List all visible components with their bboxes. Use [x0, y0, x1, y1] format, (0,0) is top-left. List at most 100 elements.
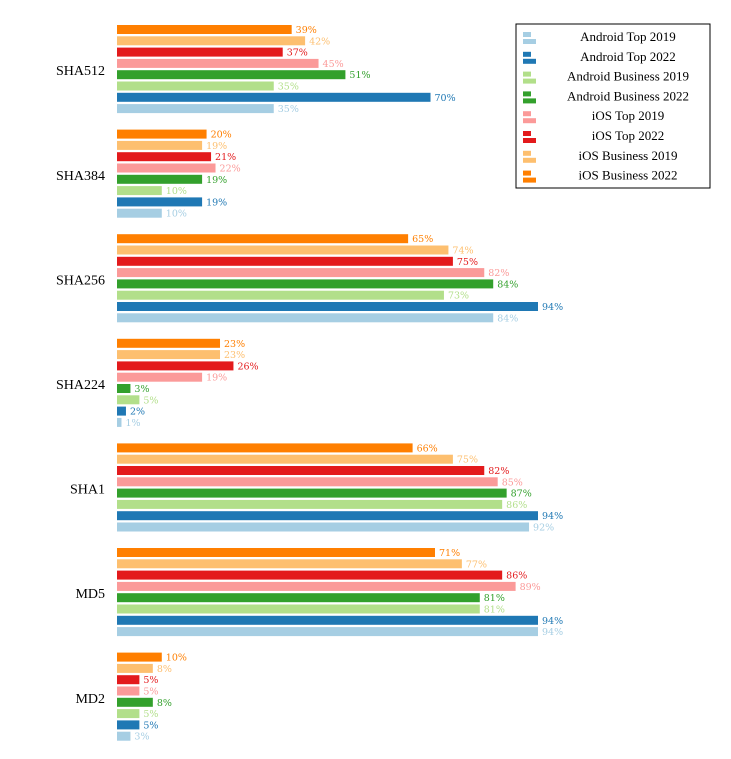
value-label-md2-ios-top-2022: 5%: [143, 675, 158, 686]
value-label-md2-android-top-2022: 5%: [143, 720, 158, 731]
value-label-sha384-android-top-2019: 10%: [166, 209, 187, 220]
value-label-sha512-ios-business-2022: 39%: [296, 25, 317, 36]
bar-md5-android-top-2019: [117, 627, 538, 637]
value-label-sha384-android-business-2019: 10%: [166, 186, 187, 197]
legend-swatch-ios-business-2019: [523, 157, 536, 163]
bar-sha256-android-business-2019: [117, 290, 444, 300]
category-label-sha384: SHA384: [56, 169, 105, 184]
bar-sha384-android-top-2019: [117, 208, 162, 218]
value-label-sha512-ios-top-2022: 37%: [287, 48, 308, 59]
value-label-sha1-ios-business-2019: 75%: [457, 455, 478, 466]
legend-swatch-ios-business-2022-small: [523, 170, 531, 176]
bar-sha224-android-business-2019: [117, 395, 140, 405]
value-label-sha256-ios-business-2019: 74%: [452, 246, 473, 257]
bar-sha512-android-top-2019: [117, 104, 274, 114]
bar-sha256-ios-business-2019: [117, 245, 449, 255]
legend-swatch-ios-top-2022-small: [523, 131, 531, 136]
value-label-md5-android-business-2019: 81%: [484, 605, 505, 616]
category-label-sha512: SHA512: [56, 64, 105, 79]
legend-swatch-ios-top-2022: [523, 138, 536, 143]
bar-sha384-ios-top-2019: [117, 163, 216, 173]
bar-sha384-ios-top-2022: [117, 152, 212, 162]
value-label-sha512-android-top-2022: 70%: [435, 93, 456, 104]
legend-label-android-top-2019: Android Top 2019: [580, 29, 676, 44]
legend-swatch-android-business-2019-small: [523, 71, 531, 77]
bar-sha512-ios-top-2019: [117, 58, 319, 68]
bar-md5-android-business-2019: [117, 604, 480, 614]
bar-sha512-ios-business-2022: [117, 25, 292, 34]
value-label-md5-android-top-2022: 94%: [542, 616, 563, 627]
bar-sha1-ios-top-2019: [117, 477, 498, 487]
bar-sha256-android-top-2022: [117, 302, 538, 311]
value-label-sha224-ios-business-2022: 23%: [224, 339, 245, 350]
value-label-sha224-android-business-2022: 3%: [134, 384, 149, 395]
bar-sha384-android-top-2022: [117, 197, 203, 207]
value-label-sha224-android-top-2019: 1%: [125, 418, 140, 429]
bar-sha224-ios-business-2022: [117, 338, 221, 348]
value-label-sha224-ios-top-2019: 19%: [206, 373, 227, 384]
bar-md2-ios-top-2022: [117, 675, 140, 685]
value-label-sha384-android-business-2022: 19%: [206, 175, 227, 186]
bar-sha256-ios-business-2022: [117, 234, 409, 244]
bar-sha512-android-business-2022: [117, 70, 346, 80]
legend-label-ios-business-2019: iOS Business 2019: [579, 148, 678, 163]
bar-sha1-android-business-2022: [117, 488, 507, 498]
bar-sha384-ios-business-2019: [117, 140, 203, 150]
value-label-sha384-ios-top-2022: 21%: [215, 152, 236, 163]
bar-md5-ios-top-2022: [117, 570, 503, 580]
value-label-md2-ios-business-2022: 10%: [166, 653, 187, 664]
value-label-sha224-android-top-2022: 2%: [130, 407, 145, 418]
category-label-md5: MD5: [75, 587, 105, 602]
bar-sha384-android-business-2019: [117, 186, 162, 196]
value-label-sha256-ios-top-2019: 82%: [488, 268, 509, 279]
value-label-sha384-ios-top-2019: 22%: [220, 164, 241, 175]
value-label-sha256-ios-top-2022: 75%: [457, 257, 478, 268]
value-label-md2-ios-business-2019: 8%: [157, 664, 172, 675]
bar-md5-ios-business-2019: [117, 559, 462, 569]
value-label-sha512-android-top-2019: 35%: [278, 104, 299, 115]
value-label-md5-android-top-2019: 94%: [542, 627, 563, 638]
value-label-sha1-android-top-2019: 92%: [533, 523, 554, 534]
bar-md2-android-business-2022: [117, 697, 153, 707]
value-label-sha512-android-business-2019: 35%: [278, 82, 299, 93]
category-labels: SHA512 SHA384 SHA256 SHA224 SHA1 MD5 MD2: [56, 64, 105, 707]
legend-label-android-business-2022: Android Business 2022: [567, 88, 689, 103]
legend-swatch-ios-top-2019-small: [523, 111, 531, 117]
legend-swatch-ios-top-2019: [523, 118, 536, 124]
value-label-md2-android-business-2022: 8%: [157, 698, 172, 709]
category-label-sha224: SHA224: [56, 378, 105, 393]
bar-md5-ios-business-2022: [117, 548, 435, 557]
value-label-sha256-android-top-2022: 94%: [542, 302, 563, 313]
bar-sha512-android-top-2022: [117, 92, 431, 102]
value-label-sha1-android-business-2022: 87%: [511, 489, 532, 500]
value-label-sha224-ios-top-2022: 26%: [237, 361, 258, 372]
bar-sha224-android-business-2022: [117, 384, 131, 393]
legend-swatch-ios-business-2019-small: [523, 150, 531, 156]
value-label-md5-ios-business-2022: 71%: [439, 548, 460, 559]
value-label-md2-android-business-2019: 5%: [143, 709, 158, 720]
legend-swatch-android-business-2019: [523, 78, 536, 84]
bar-md5-android-top-2022: [117, 615, 538, 625]
legend-swatch-android-top-2019-small: [523, 32, 531, 37]
bar-sha256-ios-top-2019: [117, 268, 485, 278]
bar-md2-android-business-2019: [117, 709, 140, 719]
value-label-sha384-ios-business-2022: 20%: [211, 130, 232, 141]
bar-sha224-ios-top-2019: [117, 372, 203, 382]
bar-sha384-ios-business-2022: [117, 129, 207, 139]
bar-sha1-ios-top-2022: [117, 466, 485, 475]
value-label-sha512-ios-top-2019: 45%: [323, 59, 344, 70]
bar-sha224-ios-business-2019: [117, 350, 221, 360]
bars-layer: 39%42%37%45%51%35%70%35%20%19%21%22%19%1…: [117, 25, 563, 743]
value-label-sha512-ios-business-2019: 42%: [309, 36, 330, 47]
value-label-sha1-android-business-2019: 86%: [506, 500, 527, 511]
bar-md2-ios-business-2019: [117, 663, 153, 673]
legend-label-android-top-2022: Android Top 2022: [580, 49, 676, 64]
bar-md5-android-business-2022: [117, 593, 480, 603]
legend-label-ios-top-2019: iOS Top 2019: [592, 108, 665, 123]
bar-md5-ios-top-2019: [117, 581, 516, 591]
value-label-sha512-android-business-2022: 51%: [349, 70, 370, 81]
bar-sha256-android-business-2022: [117, 279, 494, 289]
value-label-sha384-android-top-2022: 19%: [206, 197, 227, 208]
value-label-sha256-android-business-2022: 84%: [497, 279, 518, 290]
